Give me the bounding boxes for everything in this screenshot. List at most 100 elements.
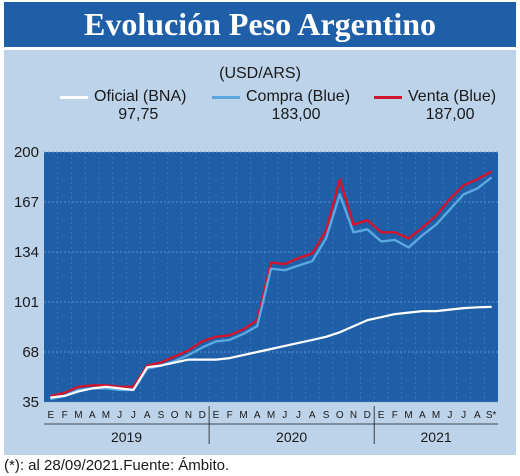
plot-area bbox=[44, 152, 498, 402]
data-point-venta bbox=[270, 261, 272, 264]
x-month-label: J bbox=[447, 410, 452, 421]
legend-venta: Venta (Blue) 187,00 bbox=[374, 88, 496, 124]
data-point-compra bbox=[338, 193, 341, 196]
data-point-venta bbox=[325, 229, 327, 232]
data-point-compra bbox=[366, 228, 369, 231]
x-month-label: J bbox=[296, 410, 301, 421]
data-point-oficial bbox=[91, 387, 94, 390]
y-tick-label: 101 bbox=[14, 294, 39, 311]
data-point-oficial bbox=[352, 325, 355, 328]
data-point-compra bbox=[256, 325, 259, 328]
x-month-label: M bbox=[102, 410, 110, 421]
x-month-label: O bbox=[336, 410, 344, 421]
x-month-label: A bbox=[309, 410, 316, 421]
data-point-venta bbox=[490, 170, 493, 173]
data-point-oficial bbox=[187, 358, 190, 361]
y-tick-label: 134 bbox=[14, 244, 39, 261]
y-tick-label: 35 bbox=[22, 394, 39, 411]
data-point-compra bbox=[448, 208, 451, 211]
data-point-oficial bbox=[256, 351, 259, 353]
data-point-compra bbox=[407, 246, 410, 249]
data-point-venta bbox=[393, 231, 396, 234]
data-point-compra bbox=[325, 237, 327, 240]
footnote: (*): al 28/09/2021.Fuente: Ámbito. bbox=[4, 457, 230, 474]
data-point-oficial bbox=[132, 388, 135, 391]
data-point-compra bbox=[283, 269, 286, 272]
y-tick-label: 68 bbox=[22, 344, 39, 361]
x-month-label: M bbox=[432, 410, 440, 421]
data-point-venta bbox=[352, 223, 355, 226]
data-point-compra bbox=[311, 260, 314, 262]
x-month-label: D bbox=[199, 410, 206, 421]
data-point-oficial bbox=[311, 338, 314, 341]
data-point-compra bbox=[421, 234, 424, 237]
legend-label-oficial: Oficial (BNA) bbox=[94, 88, 187, 105]
x-month-label: N bbox=[185, 410, 192, 421]
data-point-venta bbox=[77, 385, 80, 388]
x-month-label: F bbox=[62, 410, 68, 421]
x-month-label: A bbox=[254, 410, 261, 421]
x-month-label: J bbox=[131, 410, 136, 421]
data-point-oficial bbox=[105, 385, 107, 388]
data-point-oficial bbox=[215, 358, 217, 361]
data-point-venta bbox=[448, 198, 451, 200]
y-tick-label: 200 bbox=[14, 144, 39, 161]
data-point-venta bbox=[63, 392, 66, 394]
x-month-label: F bbox=[227, 410, 233, 421]
x-month-label: F bbox=[392, 410, 398, 421]
legend-label-compra: Compra (Blue) bbox=[246, 88, 351, 105]
legend-compra: Compra (Blue) 183,00 bbox=[212, 88, 350, 124]
data-point-compra bbox=[215, 340, 217, 343]
data-point-oficial bbox=[448, 308, 451, 311]
y-tick-label: 167 bbox=[14, 194, 39, 211]
data-point-venta bbox=[91, 384, 94, 387]
data-point-oficial bbox=[49, 396, 52, 399]
data-point-venta bbox=[476, 178, 479, 181]
x-month-label: M bbox=[74, 410, 82, 421]
data-point-venta bbox=[160, 361, 162, 364]
data-point-oficial bbox=[228, 357, 231, 359]
data-point-oficial bbox=[201, 358, 204, 361]
x-month-label: S* bbox=[486, 410, 497, 421]
year-label: 2020 bbox=[276, 429, 307, 445]
year-label: 2019 bbox=[111, 429, 142, 445]
data-point-compra bbox=[242, 332, 245, 335]
data-point-oficial bbox=[297, 342, 300, 344]
legend-value-venta: 187,00 bbox=[425, 106, 475, 123]
x-month-label: E bbox=[48, 410, 55, 421]
data-point-compra bbox=[393, 238, 396, 241]
data-point-venta bbox=[366, 219, 369, 222]
data-point-compra bbox=[352, 231, 355, 234]
data-point-compra bbox=[490, 176, 493, 179]
data-point-oficial bbox=[366, 319, 369, 322]
x-month-label: A bbox=[474, 410, 481, 421]
legend-swatch-oficial bbox=[60, 95, 88, 99]
x-month-label: S bbox=[158, 410, 165, 421]
data-point-venta bbox=[187, 349, 190, 352]
title-bar: Evolución Peso Argentino bbox=[4, 2, 516, 47]
data-point-venta bbox=[380, 231, 382, 234]
x-month-label: M bbox=[267, 410, 275, 421]
data-point-venta bbox=[407, 237, 410, 240]
data-point-venta bbox=[311, 252, 314, 255]
x-month-label: A bbox=[144, 410, 151, 421]
data-point-venta bbox=[435, 214, 437, 217]
data-point-venta bbox=[173, 355, 176, 358]
data-point-oficial bbox=[393, 313, 396, 316]
data-point-venta bbox=[297, 257, 300, 259]
data-point-oficial bbox=[77, 390, 80, 393]
data-point-oficial bbox=[242, 354, 245, 356]
data-point-oficial bbox=[160, 364, 162, 367]
x-month-label: J bbox=[117, 410, 122, 421]
x-month-label: O bbox=[171, 410, 179, 421]
legend-oficial: Oficial (BNA) 97,75 bbox=[60, 88, 186, 124]
data-point-oficial bbox=[325, 335, 327, 338]
data-point-venta bbox=[215, 335, 217, 338]
data-point-compra bbox=[228, 338, 231, 341]
data-point-oficial bbox=[63, 395, 66, 397]
data-point-compra bbox=[201, 346, 204, 349]
data-point-venta bbox=[338, 178, 341, 181]
data-point-oficial bbox=[490, 306, 493, 308]
data-point-compra bbox=[435, 223, 437, 226]
year-label: 2021 bbox=[421, 429, 452, 445]
